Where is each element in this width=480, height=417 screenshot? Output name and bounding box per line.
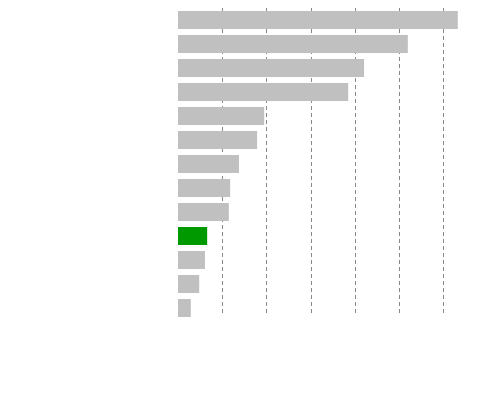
bar — [178, 203, 229, 221]
bar — [178, 227, 208, 245]
bar — [178, 275, 200, 293]
bar — [178, 131, 258, 149]
bar — [178, 107, 265, 125]
bar — [178, 179, 231, 197]
bar — [178, 59, 365, 77]
bar — [178, 35, 408, 53]
bar — [178, 83, 349, 101]
bar — [178, 155, 239, 173]
bar — [178, 251, 205, 269]
bar — [178, 299, 191, 317]
bar — [178, 11, 458, 29]
